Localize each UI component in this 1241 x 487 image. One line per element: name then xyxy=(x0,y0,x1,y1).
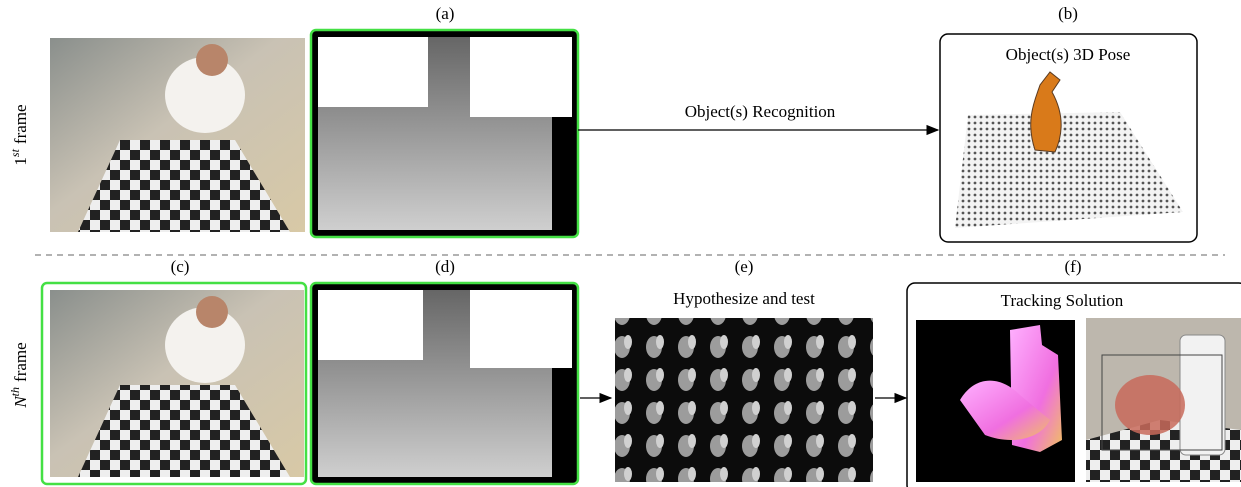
row-label-sup: st xyxy=(8,148,22,157)
row-label-sup: th xyxy=(8,387,22,396)
depth-image xyxy=(318,37,572,230)
panel-label: (e) xyxy=(735,257,754,276)
row-label-word: frame xyxy=(11,104,30,144)
hypothesis-grid xyxy=(615,318,873,482)
panel-label: (d) xyxy=(435,257,455,276)
panel-label: (c) xyxy=(171,257,190,276)
row-label-base: 1 xyxy=(11,157,30,166)
row-label-word: frame xyxy=(11,342,30,382)
panel-title: Hypothesize and test xyxy=(673,289,815,308)
render-image xyxy=(916,320,1075,482)
page: {"row_labels": [{"base": "1", "sup": "st… xyxy=(0,0,1241,487)
panel-label: (b) xyxy=(1058,4,1078,23)
row-label: Nthframe xyxy=(8,342,30,408)
overlay-image xyxy=(1086,318,1241,482)
panel-label: (a) xyxy=(436,4,455,23)
box-title: Object(s) 3D Pose xyxy=(1006,45,1131,64)
box-title: Tracking Solution xyxy=(1001,291,1124,310)
arrow-label: Object(s) Recognition xyxy=(685,102,836,121)
panel-label: (f) xyxy=(1065,257,1082,276)
rgb-photo xyxy=(50,38,305,232)
depth-image xyxy=(318,290,572,477)
rgb-photo xyxy=(50,290,304,477)
figure: 1stframe Nthframe (a) Object(s) Recognit… xyxy=(0,0,1241,487)
row-label: 1st frame xyxy=(8,104,30,165)
